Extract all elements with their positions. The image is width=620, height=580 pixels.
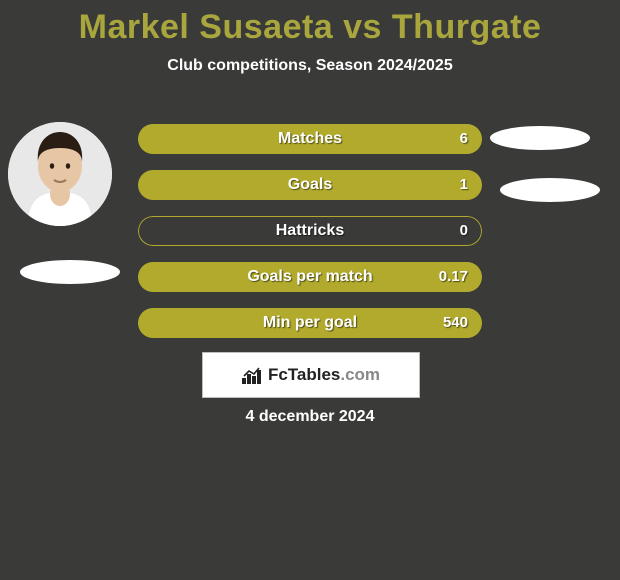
stat-bar-fill [138,170,482,200]
brand-text: FcTables.com [268,365,380,385]
stat-bars: Matches6 Goals1 Hattricks0 Goals per match0… [138,124,482,354]
subtitle: Club competitions, Season 2024/2025 [0,57,620,75]
page-title: Markel Susaeta vs Thurgate [0,0,620,47]
stat-bar: Goals per match0.17 [138,262,482,292]
comparison-card: Markel Susaeta vs Thurgate Club competit… [0,0,620,580]
avatar-shadow-right-1 [490,126,590,150]
avatar-shadow-right-2 [500,178,600,202]
brand-name: FcTables [268,365,340,384]
stat-bar-fill [138,124,482,154]
brand-suffix: .com [340,365,380,384]
brand-logo: FcTables.com [202,352,420,398]
player-avatar [8,122,112,226]
stat-bar: Goals1 [138,170,482,200]
date-label: 4 december 2024 [0,408,620,426]
stat-bar: Min per goal540 [138,308,482,338]
stat-bar: Matches6 [138,124,482,154]
stat-bar-fill [138,262,482,292]
stat-bar-fill [138,308,482,338]
stat-bar: Hattricks0 [138,216,482,246]
stat-bar-track [138,216,482,246]
avatar-shadow-left [20,260,120,284]
chart-icon [242,366,264,384]
